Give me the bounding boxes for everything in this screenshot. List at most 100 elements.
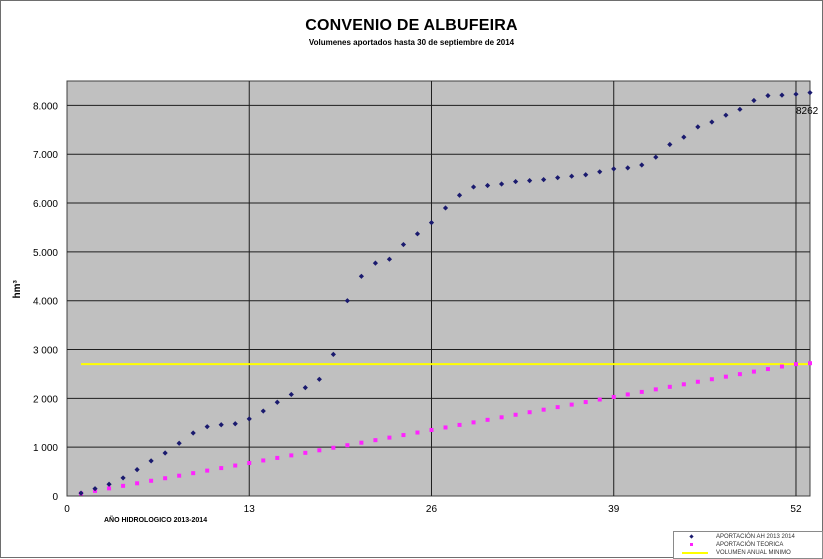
legend-marker-actual	[689, 534, 694, 539]
actual-point	[597, 169, 603, 175]
y-tick-label: 5.000	[33, 248, 58, 259]
legend-marker-minimum	[682, 552, 708, 554]
y-axis-label: hm³	[12, 280, 23, 299]
actual-point	[667, 141, 673, 148]
theoretical-point	[275, 455, 280, 460]
theoretical-point	[653, 387, 658, 392]
y-tick-label: 2 000	[33, 394, 58, 405]
y-tick-label: 1 000	[33, 443, 58, 454]
legend-item-theoretical: APORTACIÓN TEORICA	[674, 541, 822, 549]
y-tick-label: 3 000	[33, 346, 58, 357]
theoretical-point	[359, 440, 364, 445]
actual-point	[498, 181, 505, 187]
actual-point	[386, 256, 393, 262]
theoretical-point	[793, 362, 798, 367]
theoretical-point	[163, 476, 168, 481]
theoretical-point	[499, 415, 504, 420]
plot-area	[66, 80, 811, 497]
final-value-label: 8262	[796, 106, 819, 117]
chart-subtitle: Volumenes aportados hasta 30 de septiemb…	[308, 38, 515, 47]
actual-point	[807, 90, 813, 96]
actual-point	[751, 97, 757, 104]
actual-point	[737, 106, 743, 112]
actual-point	[302, 385, 308, 391]
theoretical-point	[289, 453, 294, 458]
actual-point	[78, 490, 84, 496]
theoretical-point	[667, 384, 672, 389]
actual-point	[583, 172, 589, 178]
y-tick-label: 0	[52, 492, 58, 503]
theoretical-point	[779, 364, 784, 369]
theoretical-point	[261, 458, 266, 463]
theoretical-point	[639, 389, 644, 394]
theoretical-point	[625, 392, 630, 397]
x-tick-label: 39	[608, 504, 620, 515]
theoretical-point	[387, 435, 392, 440]
y-tick-label: 4.000	[33, 297, 58, 308]
theoretical-point	[149, 478, 154, 483]
actual-point	[204, 424, 210, 430]
theoretical-point	[443, 425, 448, 430]
theoretical-point	[415, 430, 420, 435]
theoretical-point	[401, 433, 406, 438]
actual-point	[120, 475, 126, 481]
actual-point	[442, 205, 449, 211]
actual-point	[428, 219, 435, 226]
actual-point	[246, 416, 252, 422]
actual-point	[484, 182, 491, 189]
legend: APORTACIÓN AH 2013 2014 APORTACIÓN TEORI…	[673, 531, 823, 559]
theoretical-point	[121, 483, 126, 488]
x-axis-label: AÑO HIDROLOGICO 2013-2014	[104, 515, 207, 524]
actual-point	[569, 173, 575, 179]
theoretical-point	[373, 438, 378, 443]
theoretical-point	[583, 400, 588, 405]
theoretical-point	[527, 410, 532, 415]
theoretical-point	[303, 450, 308, 455]
actual-point	[765, 93, 771, 99]
actual-point	[176, 440, 182, 446]
grid-lines	[67, 81, 810, 496]
actual-point	[779, 92, 785, 98]
x-tick-labels: 0 13 26 39 52	[64, 504, 802, 515]
x-tick-label: 52	[790, 504, 802, 515]
legend-marker-theoretical	[690, 543, 693, 546]
theoretical-point	[205, 468, 210, 473]
actual-point	[134, 467, 140, 473]
actual-point	[695, 124, 701, 130]
theoretical-point	[135, 481, 140, 486]
legend-item-actual: APORTACIÓN AH 2013 2014	[674, 533, 822, 541]
theoretical-point	[471, 420, 476, 425]
y-tick-labels: 0 1 000 2 000 3 000 4.000 5.000 6.000 7.000 8.00…	[33, 101, 58, 503]
actual-point	[456, 192, 463, 198]
legend-label-theoretical: APORTACIÓN TEORICA	[716, 542, 784, 548]
actual-point	[288, 391, 294, 398]
theoretical-series	[79, 361, 812, 496]
actual-point	[260, 408, 266, 414]
theoretical-point	[695, 379, 700, 384]
actual-point	[541, 177, 547, 183]
actual-point	[218, 422, 224, 428]
actual-point	[232, 421, 238, 427]
theoretical-point	[513, 412, 518, 417]
actual-point	[513, 178, 519, 185]
actual-point	[639, 162, 645, 168]
theoretical-point	[723, 374, 728, 379]
x-tick-label: 0	[64, 504, 70, 515]
theoretical-point	[808, 361, 812, 366]
actual-point	[527, 178, 533, 184]
x-tick-label: 13	[244, 504, 256, 515]
actual-point	[358, 273, 364, 279]
legend-item-minimum: VOLUMEN ANUAL MINIMO	[674, 549, 822, 557]
actual-point	[400, 241, 407, 248]
theoretical-point	[429, 427, 434, 432]
actual-point	[162, 450, 168, 456]
legend-label-minimum: VOLUMEN ANUAL MINIMO	[716, 550, 791, 556]
theoretical-point	[765, 367, 770, 372]
actual-point	[344, 298, 350, 304]
actual-point	[92, 486, 98, 492]
actual-point	[709, 119, 715, 125]
theoretical-point	[191, 471, 196, 476]
theoretical-point	[541, 407, 546, 412]
theoretical-point	[233, 463, 238, 468]
